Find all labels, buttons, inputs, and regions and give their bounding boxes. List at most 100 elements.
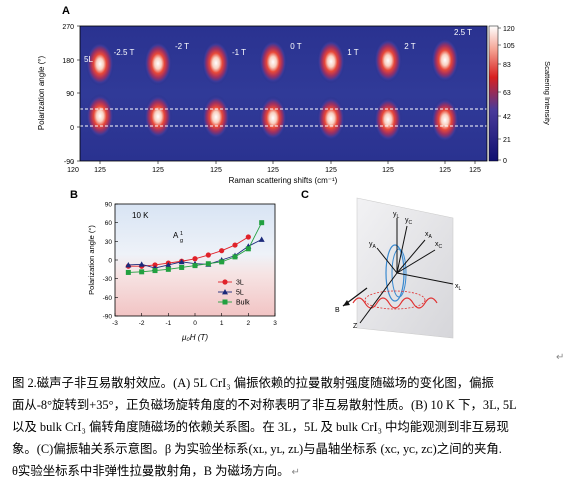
axis-label: xL (455, 283, 462, 292)
colorbar-tick-label: 83 (503, 62, 511, 69)
panel-b: B 10 K A 1 g 90 60 30 0 -30 -60 -90 -3 -2 -1 0 1 2 3… (70, 188, 290, 348)
colorbar-tick-label: 42 (503, 114, 511, 121)
caption-line-5: θ实验坐标系中非弹性拉曼散射角，B 为磁场方向。 ↵ (12, 464, 300, 478)
panel-a-letter: A (62, 5, 70, 17)
colorbar-tick-label: 63 (503, 90, 511, 97)
x-tick-label: 3 (273, 320, 277, 327)
data-point (165, 261, 172, 268)
data-point (179, 264, 185, 270)
data-point (232, 254, 238, 260)
heatmap-frame (79, 25, 488, 162)
legend-marker (222, 299, 228, 305)
panel-c: C yL yC yA xA xC xL B Z (295, 188, 490, 348)
chart-b-series (125, 220, 265, 275)
legend-marker (222, 289, 228, 295)
x-tick-label: 125 (382, 167, 394, 174)
field-label: -2 T (175, 42, 189, 51)
y-tick-label: -30 (103, 276, 113, 283)
x-tick-label: 125 (469, 167, 481, 174)
data-point (232, 242, 238, 248)
svg-text:A: A (173, 231, 179, 240)
heatmap-background (80, 26, 487, 161)
field-arrowhead (343, 300, 350, 306)
data-point (152, 262, 158, 268)
intensity-spot (202, 41, 230, 85)
intensity-spot (144, 94, 172, 139)
field-label: -2.5 T (114, 48, 135, 57)
panel-a-xlabel: Raman scattering shifts (cm⁻¹) (229, 176, 338, 185)
axis-xl (396, 272, 454, 285)
field-label: 2.5 T (454, 28, 472, 37)
figure-caption: 图 2.磁声子非互易散射效应。(A) 5L CrI₃ 偏振依赖的拉曼散射强度随磁… (12, 372, 560, 484)
data-point (125, 261, 132, 268)
data-point (125, 269, 131, 275)
data-point (152, 268, 158, 274)
polarization-angle-chart: 10 K A 1 g 90 60 30 0 -30 -60 -90 -3 -2 -1 0 1 2 3 P… (87, 202, 277, 343)
field-label: -1 T (232, 48, 246, 57)
legend-item-bulk: Bulk (218, 299, 250, 307)
y-tick-label: -90 (64, 159, 74, 166)
x-tick-label: 1 (220, 320, 224, 327)
axis-label: B (335, 307, 340, 314)
y-tick-label: 270 (62, 24, 74, 31)
colorbar-tick-label: 0 (503, 158, 507, 165)
colorbar-tick-label: 21 (503, 137, 511, 144)
panel-b-letter: B (70, 189, 78, 201)
heatmap-spots (86, 38, 459, 142)
svg-text:1: 1 (180, 231, 183, 237)
axis-label: yC (405, 217, 413, 226)
field-label: 2 T (404, 42, 416, 51)
data-point (138, 261, 145, 267)
panel-a: A (0, 0, 563, 195)
caption-line-4: 象。(C)偏振轴关系示意图。β 为实验坐标系(xʟ, yʟ, zʟ)与晶轴坐标系… (12, 442, 502, 456)
intensity-spot (374, 97, 402, 142)
intensity-spot (317, 39, 345, 84)
data-point (178, 258, 185, 265)
blue-ellipse-2 (391, 248, 407, 298)
x-tick-label: 0 (193, 320, 197, 327)
legend-item-3l: 3L (218, 279, 244, 287)
colorbar-tick-label: 120 (503, 26, 515, 33)
y-tick-label: 60 (105, 220, 113, 227)
x-tick-label: 120 (67, 167, 79, 174)
axis-yc (396, 225, 408, 274)
panel-a-ylabel: Polarization angle (°) (37, 55, 46, 130)
data-point (259, 220, 265, 226)
chart-b-xticks: -3 -2 -1 0 1 2 3 (112, 313, 277, 327)
chart-b-note: 10 K (132, 211, 149, 220)
intensity-spot (431, 38, 459, 82)
legend-label: 5L (236, 290, 244, 297)
chart-b-ylabel: Polarization angle (°) (87, 225, 96, 295)
axis-xc (396, 249, 436, 274)
colorbar-label: Scattering Intensity (543, 61, 552, 125)
x-tick-label: 125 (267, 167, 279, 174)
sample-label: 5L (84, 55, 93, 64)
panel-a-yticks: 270 180 90 0 -90 (62, 24, 80, 166)
chart-b-xlabel: μ₀H (T) (181, 333, 208, 342)
axis-ya (376, 247, 398, 274)
intensity-spot (144, 41, 172, 86)
x-tick-label: 125 (439, 167, 451, 174)
y-tick-label: 90 (105, 202, 113, 209)
field-label: 1 T (347, 48, 359, 57)
data-point (205, 261, 211, 267)
intensity-spot (202, 95, 230, 139)
y-tick-label: -60 (103, 295, 113, 302)
x-tick-label: 125 (94, 167, 106, 174)
chart-b-legend: 3L 5L Bulk (218, 279, 250, 307)
panel-c-letter: C (301, 189, 309, 201)
colorbar (488, 25, 499, 162)
y-tick-label: 180 (62, 58, 74, 65)
data-point (139, 269, 145, 275)
legend-marker (222, 279, 228, 285)
x-tick-label: 2 (247, 320, 251, 327)
intensity-spot (317, 96, 345, 141)
intensity-spot (259, 96, 287, 140)
x-tick-label: 125 (152, 167, 164, 174)
x-tick-label: -3 (112, 320, 118, 327)
legend-label: Bulk (236, 300, 250, 307)
y-tick-label: 0 (108, 258, 112, 265)
